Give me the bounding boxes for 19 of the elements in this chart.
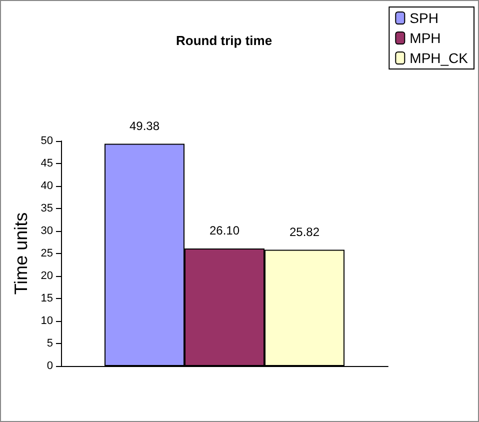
y-tick-label: 0: [46, 360, 53, 372]
data-label: 25.82: [289, 224, 320, 239]
y-tick-label: 5: [46, 338, 53, 350]
legend-label: SPH: [410, 10, 438, 26]
y-tick-label: 25: [40, 248, 53, 260]
y-tick-label: 40: [40, 180, 53, 192]
data-label: 26.10: [209, 224, 240, 238]
y-tick-label: 50: [40, 135, 53, 147]
y-tick-label: 30: [40, 225, 53, 237]
legend-label: MPH: [410, 30, 441, 46]
chart-title: Round trip time: [176, 33, 272, 48]
y-tick-label: 45: [40, 158, 53, 170]
data-label: 49.38: [129, 118, 160, 133]
y-tick-label: 20: [40, 270, 53, 282]
y-tick-label: 15: [40, 292, 53, 304]
y-axis-title: Time units: [10, 212, 31, 295]
y-tick-label: 10: [40, 315, 53, 327]
y-tick-label: 35: [40, 202, 53, 214]
legend-label: MPH_CK: [410, 50, 469, 66]
